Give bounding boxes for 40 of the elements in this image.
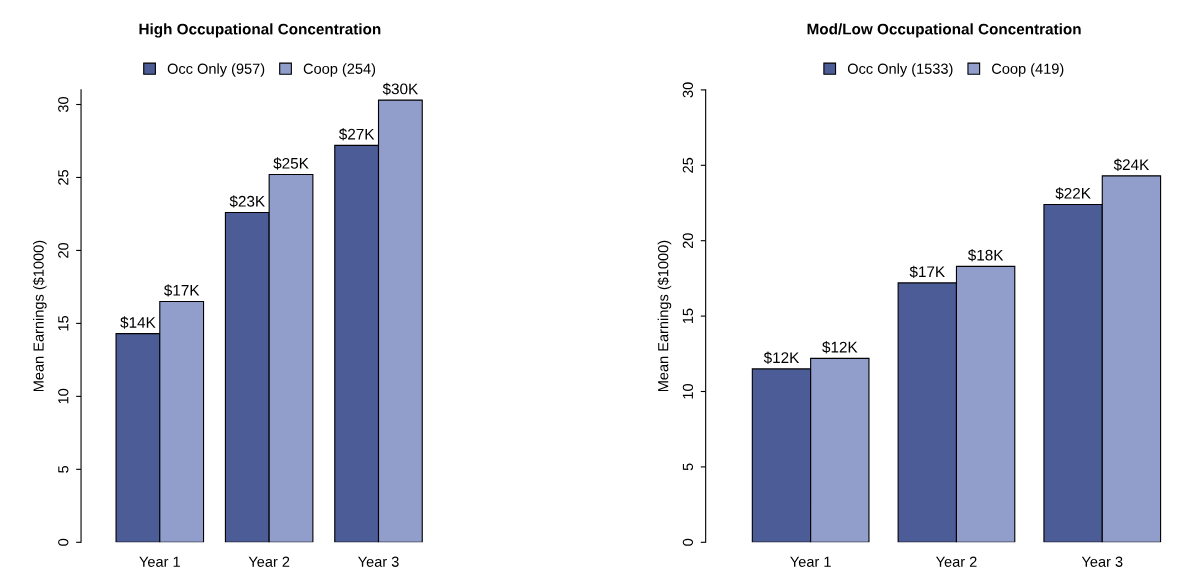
y-axis-title: Mean Earnings ($1000) (657, 240, 672, 392)
y-tick-label: 25 (58, 169, 69, 185)
data-label: $17K (909, 265, 945, 279)
data-label: $18K (967, 249, 1004, 262)
y-tick-label: 20 (58, 242, 69, 258)
y-tick-label: 30 (58, 96, 69, 113)
data-label: $27K (338, 128, 375, 141)
legend-label: Coop (419) (992, 63, 1064, 77)
y-tick-label: 10 (58, 388, 69, 404)
y-tick-label: 20 (682, 233, 694, 249)
y-tick-label: 15 (682, 308, 694, 324)
data-label: $30K (382, 82, 419, 96)
y-tick-label: 0 (58, 538, 69, 546)
x-tick-label: Year 2 (935, 556, 977, 567)
x-tick-label: Year 3 (358, 556, 399, 567)
data-label: $12K (763, 351, 800, 364)
y-tick-label: 15 (58, 315, 69, 331)
x-tick-label: Year 3 (1081, 556, 1123, 567)
data-label: $25K (273, 157, 309, 170)
data-label: $24K (1113, 158, 1150, 171)
chart-title: Mod/Low Occupational Concentration (807, 23, 1081, 38)
legend-label: Occ Only (957) (167, 63, 265, 77)
legend-label: Occ Only (1533) (847, 63, 953, 77)
y-tick-label: 0 (682, 538, 694, 546)
data-label: $12K (822, 341, 858, 354)
y-tick-label: 10 (682, 383, 694, 399)
x-tick-label: Year 2 (248, 556, 290, 567)
data-label: $14K (120, 316, 156, 329)
data-label: $23K (229, 195, 265, 208)
y-tick-label: 30 (682, 82, 694, 98)
y-axis-title: Mean Earnings ($1000) (32, 240, 47, 392)
data-label: $22K (1055, 187, 1091, 200)
y-tick-label: 5 (682, 463, 694, 471)
y-tick-label: 25 (682, 157, 694, 173)
legend-label: Coop (254) (303, 63, 376, 77)
data-label: $17K (163, 284, 200, 297)
y-tick-label: 5 (58, 465, 69, 473)
chart-title: High Occupational Concentration (139, 23, 381, 38)
x-tick-label: Year 1 (139, 556, 180, 567)
x-tick-label: Year 1 (790, 556, 831, 567)
